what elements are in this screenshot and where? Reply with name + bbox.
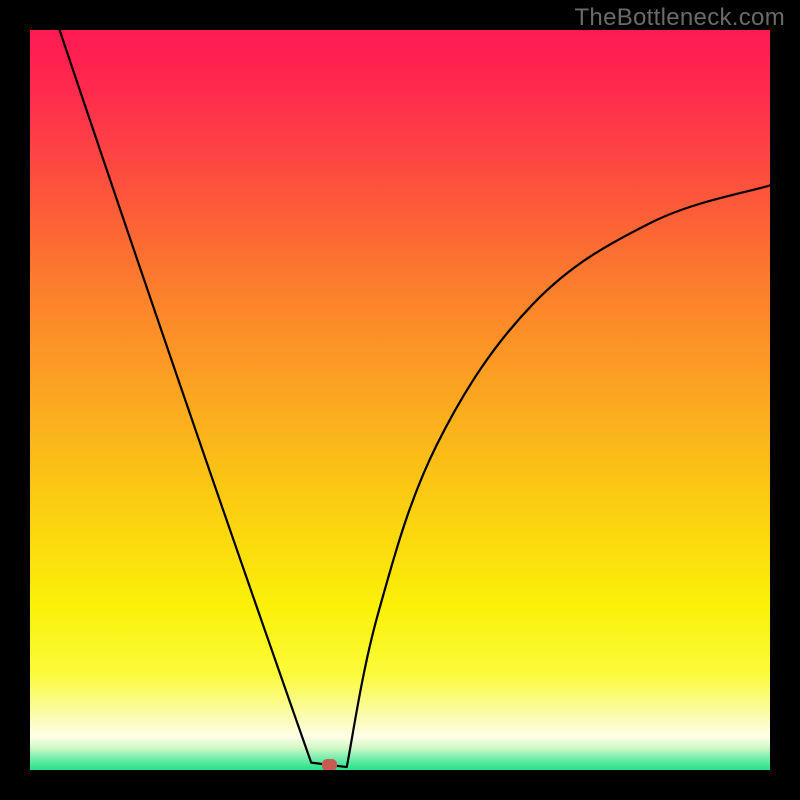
chart-container: TheBottleneck.com bbox=[0, 0, 800, 800]
watermark-text: TheBottleneck.com bbox=[574, 4, 785, 32]
optimal-point-marker bbox=[322, 759, 337, 770]
plot-area bbox=[30, 30, 770, 770]
background-gradient bbox=[30, 30, 770, 770]
plot-svg bbox=[30, 30, 770, 770]
